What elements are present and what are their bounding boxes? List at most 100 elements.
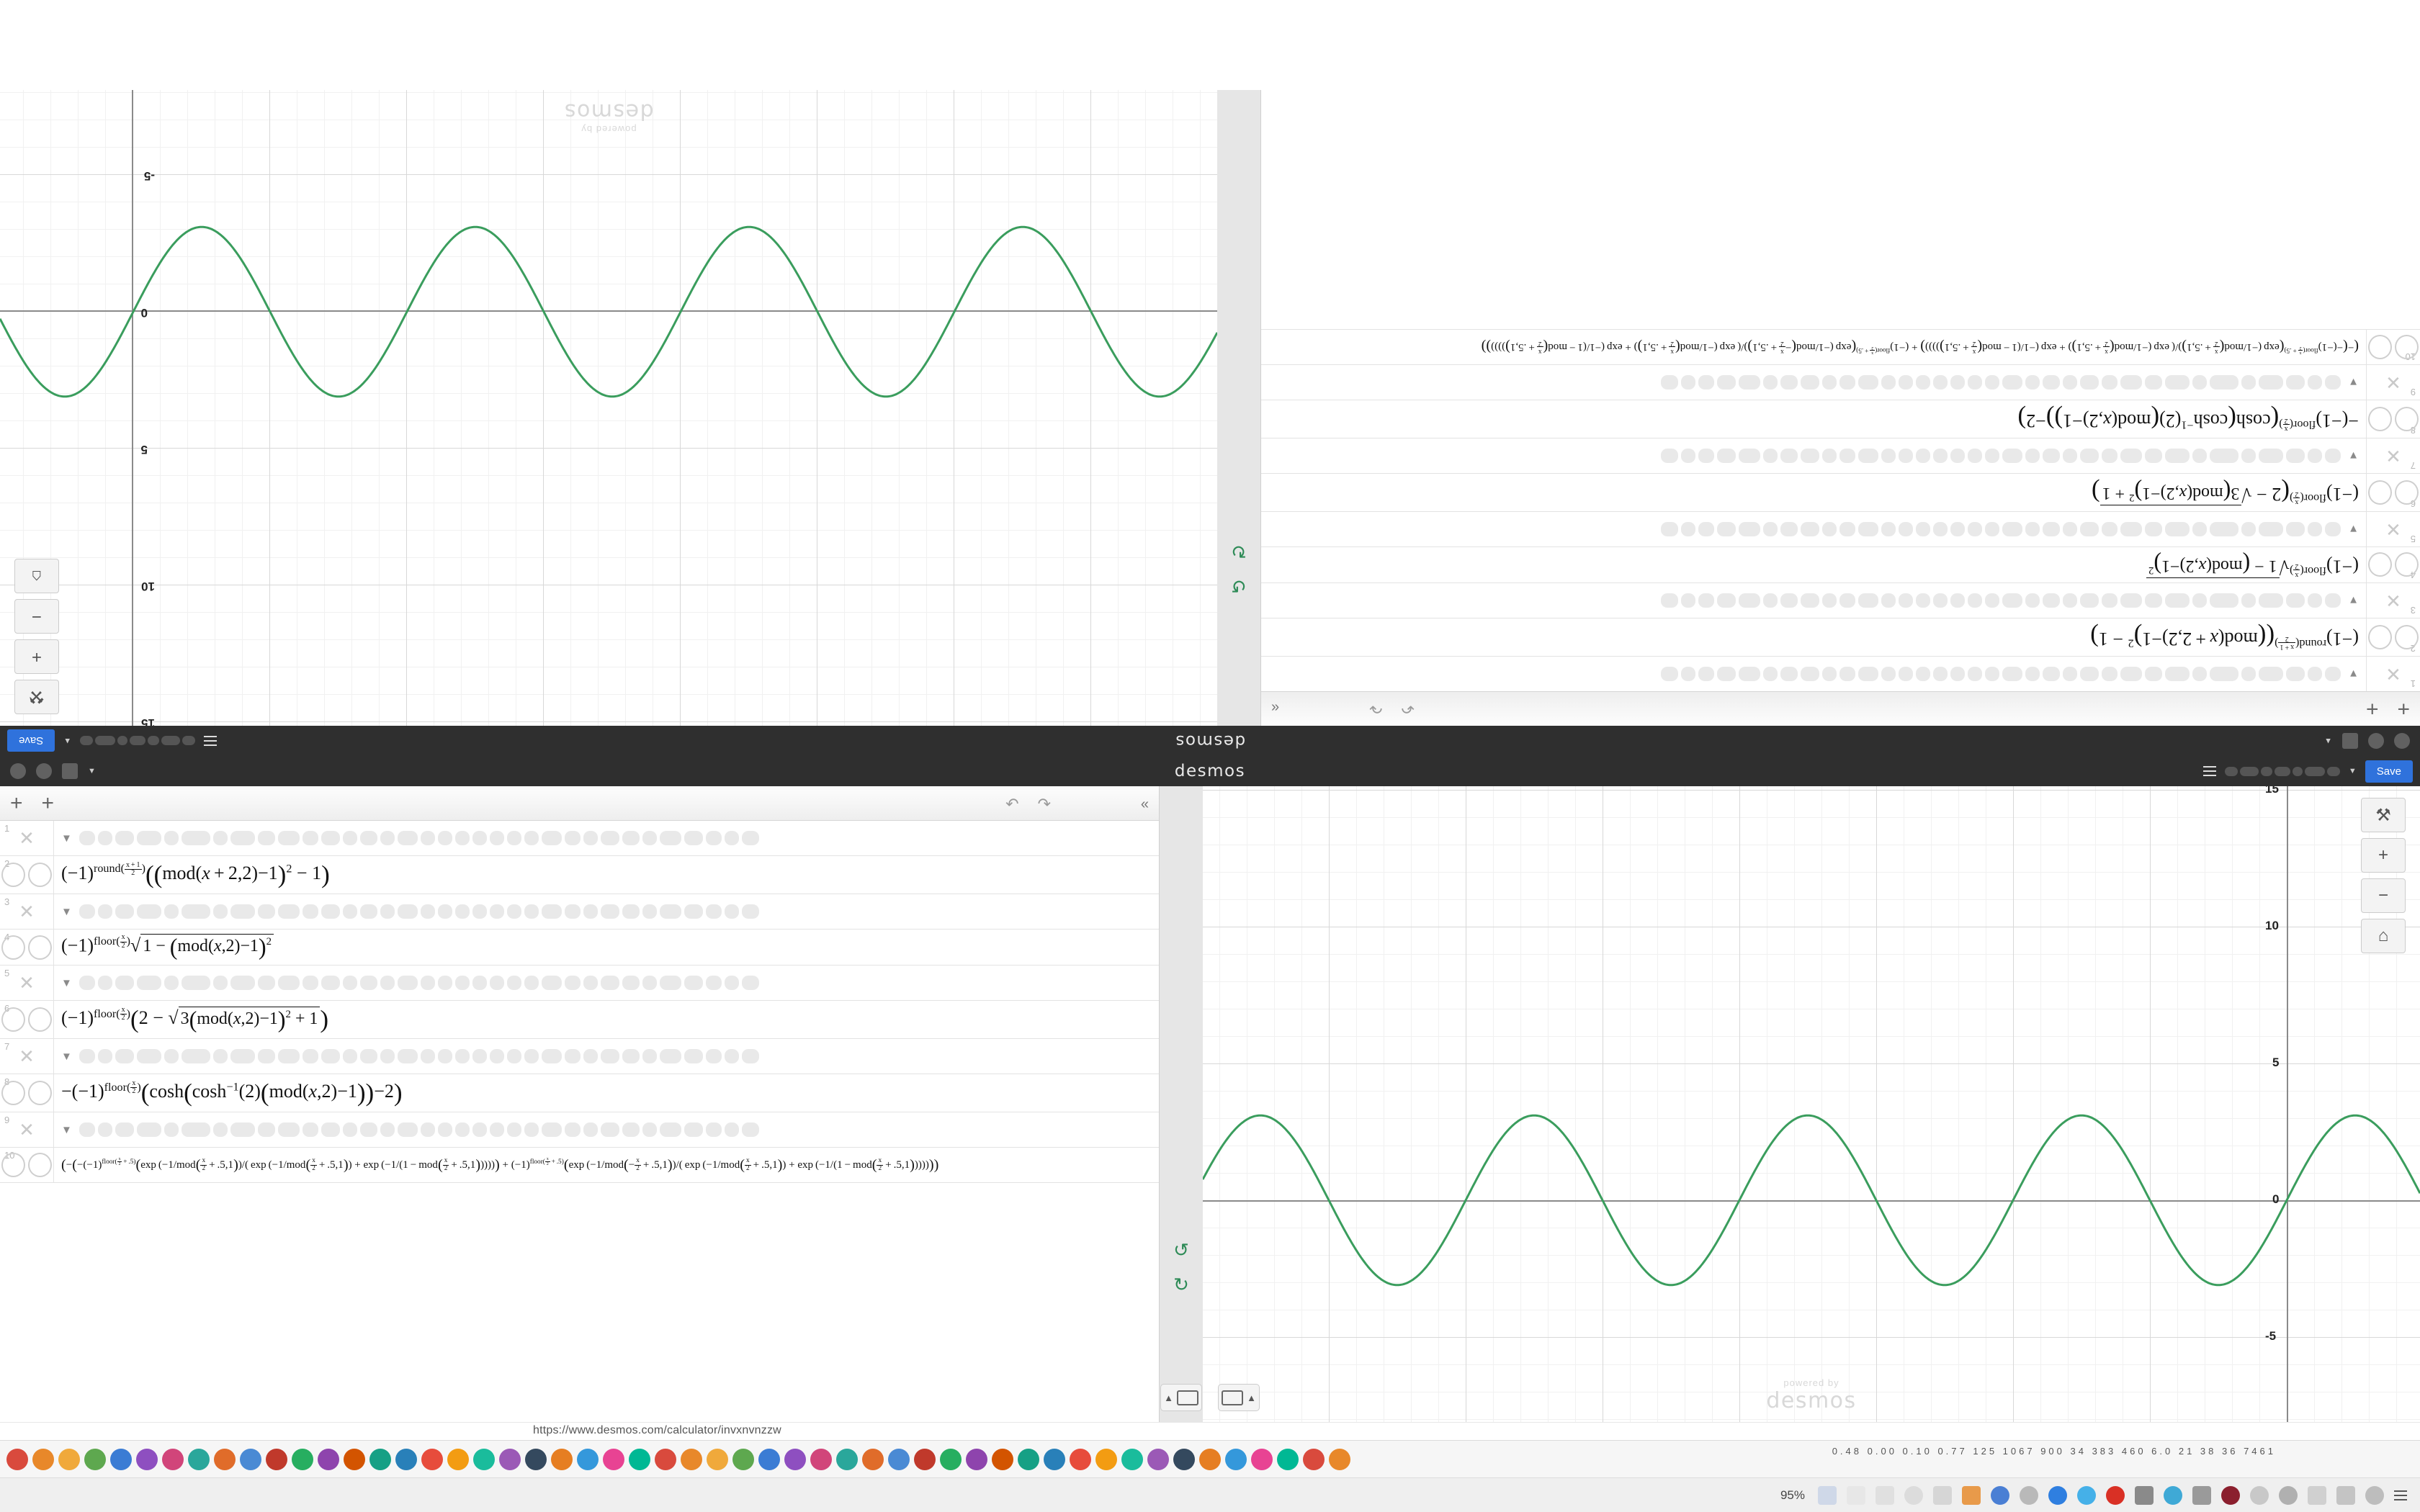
math-expression[interactable]: (−(−(−1)floor(x 2 + .5)(exp (−1/mod(x 2 + … [1481, 339, 2359, 356]
expression-row[interactable]: 1 ✕ ▼ [0, 821, 1159, 856]
shield-icon[interactable] [2221, 1485, 2240, 1505]
expression-style-toggle[interactable] [1, 1153, 25, 1178]
device-icon[interactable] [2192, 1485, 2211, 1505]
profile-icon[interactable] [1991, 1485, 2009, 1505]
expression-content[interactable]: (−1)round(x + 1 2)((mod(x + 2,2)−1)2 − 1) [1261, 618, 2366, 656]
keyboard-button-right[interactable]: ▲ [1218, 1384, 1260, 1411]
thumbsup-icon[interactable] [2308, 1485, 2326, 1505]
expression-content[interactable]: ▼ [54, 966, 1159, 1000]
redo-arrow-icon[interactable]: ↷ [1369, 699, 1383, 717]
expand-triangle-icon[interactable]: ▼ [2348, 449, 2359, 462]
expression-row[interactable]: 5 ✕ ▼ [0, 966, 1159, 1002]
wrench-icon[interactable]: ⚒ [14, 680, 59, 714]
bookmark-icon[interactable] [732, 1448, 754, 1470]
delete-expression-icon[interactable]: ✕ [2385, 372, 2401, 394]
math-expression[interactable]: (−(−(−1)floor(x 2 + .5)(exp (−1/mod(x 2 + … [61, 1156, 939, 1173]
expression-row[interactable]: 8 −(−1)floor(x 2)(cosh(cosh−1(2)(mod(x,2)−… [0, 1074, 1159, 1113]
expression-content[interactable]: ▼ [54, 1039, 1159, 1074]
expression-row[interactable]: 2 (−1)round(x + 1 2)((mod(x + 2,2)−1)2 − 1… [0, 856, 1159, 894]
expand-triangle-icon[interactable]: ▼ [2348, 523, 2359, 536]
share-icon[interactable] [62, 763, 78, 779]
reload-icon[interactable] [1904, 1485, 1923, 1505]
graph-title-field-top[interactable] [80, 736, 196, 746]
up-arrow-icon[interactable]: ↺ [1231, 575, 1247, 598]
graph-title-field[interactable] [2224, 766, 2340, 776]
expression-row[interactable]: 3 ✕ ▼ [0, 894, 1159, 930]
home-button[interactable]: ⌂ [2361, 919, 2406, 953]
graph-canvas-top[interactable]: 15 10 5 0 -5 ⚒ + − ⌂ powered by desmos [0, 90, 1217, 726]
delete-expression-icon[interactable]: ✕ [19, 827, 35, 849]
bookmark-icon[interactable] [214, 1448, 236, 1470]
bookmark-icon[interactable] [110, 1448, 132, 1470]
rocket-icon[interactable] [1962, 1485, 1981, 1505]
expand-triangle-icon[interactable]: ▼ [2348, 667, 2359, 680]
redo-arrow-icon[interactable]: ↷ [1037, 795, 1051, 813]
bookmark-icon[interactable] [914, 1448, 936, 1470]
math-expression[interactable]: (−1)round(x + 1 2)((mod(x + 2,2)−1)2 − 1) [61, 860, 330, 888]
bookmark-icon[interactable] [577, 1448, 599, 1470]
sync-icon[interactable] [2077, 1485, 2096, 1505]
expand-triangle-icon[interactable]: ▼ [61, 976, 72, 989]
expression-visibility-toggle[interactable] [2368, 406, 2392, 431]
bookmark-icon[interactable] [318, 1448, 339, 1470]
delete-expression-icon[interactable]: ✕ [2385, 445, 2401, 467]
add-expression-button-2[interactable]: + [41, 791, 55, 815]
star-icon[interactable] [1847, 1485, 1865, 1505]
download-icon[interactable] [1933, 1485, 1952, 1505]
double-chevron-icon[interactable]: « [1140, 796, 1149, 812]
bookmark-icon[interactable] [1070, 1448, 1091, 1470]
keyboard-button-left[interactable]: ▲ [1160, 1384, 1202, 1411]
expression-row[interactable]: 2 (−1)round(x + 1 2)((mod(x + 2,2)−1)2 − 1… [1261, 618, 2420, 656]
undo-arrow-icon[interactable]: ↶ [1401, 699, 1415, 717]
bookmark-icon[interactable] [188, 1448, 210, 1470]
expression-visibility-toggle[interactable] [2368, 334, 2392, 359]
bookmark-icon[interactable] [1095, 1448, 1117, 1470]
bookmark-icon[interactable] [655, 1448, 676, 1470]
expression-content[interactable]: (−(−(−1)floor(x 2 + .5)(exp (−1/mod(x 2 + … [54, 1148, 1159, 1182]
delete-expression-icon[interactable]: ✕ [19, 1118, 35, 1140]
delete-expression-icon[interactable]: ✕ [19, 971, 35, 994]
expression-content[interactable]: ▼ [54, 1112, 1159, 1147]
bookmark-icon[interactable] [888, 1448, 910, 1470]
expression-style-toggle[interactable] [1, 935, 25, 960]
home-icon[interactable] [2394, 733, 2410, 749]
bookmark-icon[interactable] [6, 1448, 28, 1470]
expression-content[interactable]: (−(−(−1)floor(x 2 + .5)(exp (−1/mod(x 2 + … [1261, 330, 2366, 364]
delete-expression-icon[interactable]: ✕ [2385, 518, 2401, 541]
zoom-in-button[interactable]: + [2361, 838, 2406, 873]
add-expression-button[interactable]: + [10, 791, 23, 815]
expression-visibility-toggle[interactable] [28, 1007, 52, 1032]
gear-icon[interactable] [2020, 1485, 2038, 1505]
bookmark-icon[interactable] [862, 1448, 884, 1470]
expression-visibility-toggle[interactable] [2368, 625, 2392, 649]
bookmark-icon[interactable] [499, 1448, 521, 1470]
math-expression[interactable]: (−1)round(x + 1 2)((mod(x + 2,2)−1)2 − 1) [2090, 624, 2359, 652]
lock-icon[interactable] [2250, 1485, 2269, 1505]
bookmark-icon[interactable] [1121, 1448, 1143, 1470]
expression-visibility-toggle[interactable] [28, 935, 52, 960]
save-button[interactable]: Save [2365, 760, 2413, 783]
undo-arrow-icon[interactable]: ↶ [1005, 795, 1019, 813]
record-icon[interactable] [2106, 1485, 2125, 1505]
bookmark-icon[interactable] [1277, 1448, 1299, 1470]
wrench-icon[interactable] [2336, 1485, 2355, 1505]
share-icon[interactable] [2342, 733, 2358, 749]
expression-style-toggle[interactable] [1, 863, 25, 887]
expression-row[interactable]: 1 ✕ ▼ [1261, 656, 2420, 691]
delete-expression-icon[interactable]: ✕ [2385, 663, 2401, 685]
chevron-icon[interactable]: ▲ [2324, 737, 2332, 745]
home-button[interactable]: ⌂ [14, 559, 59, 593]
bookmark-icon[interactable] [810, 1448, 832, 1470]
down-arrow-icon[interactable]: ↻ [1231, 541, 1247, 563]
expression-row[interactable]: 10 (−(−(−1)floor(x 2 + .5)(exp (−1/mod(x 2 … [1261, 328, 2420, 364]
chevron-down-icon[interactable]: ▼ [88, 767, 96, 775]
bookmark-icon[interactable] [1173, 1448, 1195, 1470]
bookmark-icon[interactable] [266, 1448, 287, 1470]
expression-style-toggle[interactable] [2395, 625, 2419, 649]
bookmark-icon[interactable] [629, 1448, 650, 1470]
expression-row[interactable]: 9 ✕ ▼ [1261, 364, 2420, 400]
